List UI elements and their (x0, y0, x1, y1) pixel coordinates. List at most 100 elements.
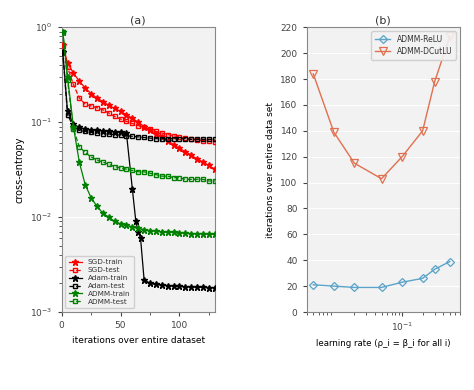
Title: (b): (b) (375, 15, 391, 25)
Legend: ADMM-ReLU, ADMM-DCutLU: ADMM-ReLU, ADMM-DCutLU (371, 31, 456, 60)
SGD-test (88, 104, 94, 108)
Adam-test (124, 133, 129, 138)
ADMM-test (165, 174, 171, 179)
SGD-test (188, 137, 194, 142)
ADMM-test (112, 164, 118, 169)
ADMM-train (177, 230, 182, 235)
Adam-train (200, 285, 206, 290)
ADMM-train (147, 228, 153, 233)
SGD-test (171, 133, 176, 138)
ADMM-test (188, 177, 194, 182)
Adam-train (100, 129, 106, 133)
Adam-train (153, 282, 159, 287)
ADMM-train (60, 29, 65, 34)
SGD-test (141, 125, 147, 130)
ADMM-test (64, 78, 70, 82)
SGD-train (60, 43, 65, 48)
ADMM-test (88, 155, 94, 160)
X-axis label: learning rate (ρ_i = β_i for all i): learning rate (ρ_i = β_i for all i) (316, 339, 450, 348)
Adam-train (188, 285, 194, 289)
Adam-train (147, 281, 153, 286)
X-axis label: iterations over entire dataset: iterations over entire dataset (72, 335, 205, 345)
ADMM-ReLU (379, 285, 384, 290)
ADMM-test (141, 170, 147, 174)
SGD-train (188, 153, 194, 158)
Adam-test (171, 136, 176, 141)
Adam-train (133, 219, 139, 224)
SGD-train (194, 157, 200, 161)
SGD-train (182, 149, 188, 154)
SGD-test (206, 139, 212, 144)
Adam-train (118, 130, 123, 135)
SGD-train (171, 142, 176, 147)
SGD-train (200, 160, 206, 165)
Adam-train (64, 109, 70, 114)
SGD-train (206, 163, 212, 168)
Adam-test (60, 50, 65, 54)
SGD-test (112, 114, 118, 119)
Adam-test (188, 137, 194, 142)
ADMM-train (171, 230, 176, 235)
ADMM-test (177, 176, 182, 180)
SGD-test (136, 123, 141, 128)
ADMM-train (153, 229, 159, 234)
ADMM-test (124, 167, 129, 172)
ADMM-DCutLU (432, 79, 438, 84)
ADMM-train (165, 230, 171, 235)
Adam-test (100, 131, 106, 136)
ADMM-train (200, 231, 206, 236)
Adam-train (171, 284, 176, 288)
SGD-test (64, 65, 70, 69)
SGD-test (200, 138, 206, 143)
SGD-test (159, 131, 164, 135)
Adam-train (106, 129, 111, 134)
ADMM-test (71, 127, 76, 131)
ADMM-ReLU (432, 267, 438, 271)
ADMM-DCutLU (420, 128, 426, 133)
Adam-train (76, 125, 82, 130)
ADMM-test (118, 165, 123, 170)
SGD-test (71, 82, 76, 87)
ADMM-train (124, 223, 129, 228)
SGD-train (94, 96, 100, 100)
Adam-train (124, 131, 129, 135)
Adam-test (88, 130, 94, 135)
SGD-train (76, 79, 82, 83)
ADMM-ReLU (331, 284, 337, 289)
Adam-train (112, 129, 118, 134)
Adam-train (206, 285, 212, 290)
Y-axis label: cross-entropy: cross-entropy (15, 136, 25, 203)
SGD-test (129, 121, 135, 126)
Adam-test (153, 136, 159, 141)
Adam-test (76, 128, 82, 133)
SGD-test (82, 102, 88, 106)
ADMM-train (82, 182, 88, 187)
Title: (a): (a) (130, 15, 146, 25)
Adam-test (64, 112, 70, 117)
ADMM-test (147, 171, 153, 176)
ADMM-train (94, 204, 100, 209)
ADMM-test (94, 158, 100, 162)
SGD-train (129, 116, 135, 121)
SGD-train (153, 131, 159, 136)
Adam-test (82, 129, 88, 134)
Adam-train (82, 127, 88, 131)
Line: ADMM-ReLU: ADMM-ReLU (310, 259, 453, 291)
Line: SGD-train: SGD-train (60, 42, 218, 172)
Line: ADMM-test: ADMM-test (60, 29, 217, 183)
SGD-train (118, 109, 123, 114)
SGD-train (177, 146, 182, 151)
SGD-train (212, 167, 218, 172)
ADMM-train (159, 229, 164, 234)
ADMM-train (118, 222, 123, 226)
SGD-train (159, 135, 164, 139)
Adam-test (106, 132, 111, 136)
Adam-train (212, 285, 218, 290)
ADMM-test (182, 177, 188, 182)
ADMM-train (182, 230, 188, 235)
SGD-test (118, 117, 123, 121)
ADMM-train (141, 227, 147, 232)
ADMM-test (194, 177, 200, 182)
ADMM-ReLU (399, 280, 405, 285)
ADMM-train (194, 231, 200, 236)
